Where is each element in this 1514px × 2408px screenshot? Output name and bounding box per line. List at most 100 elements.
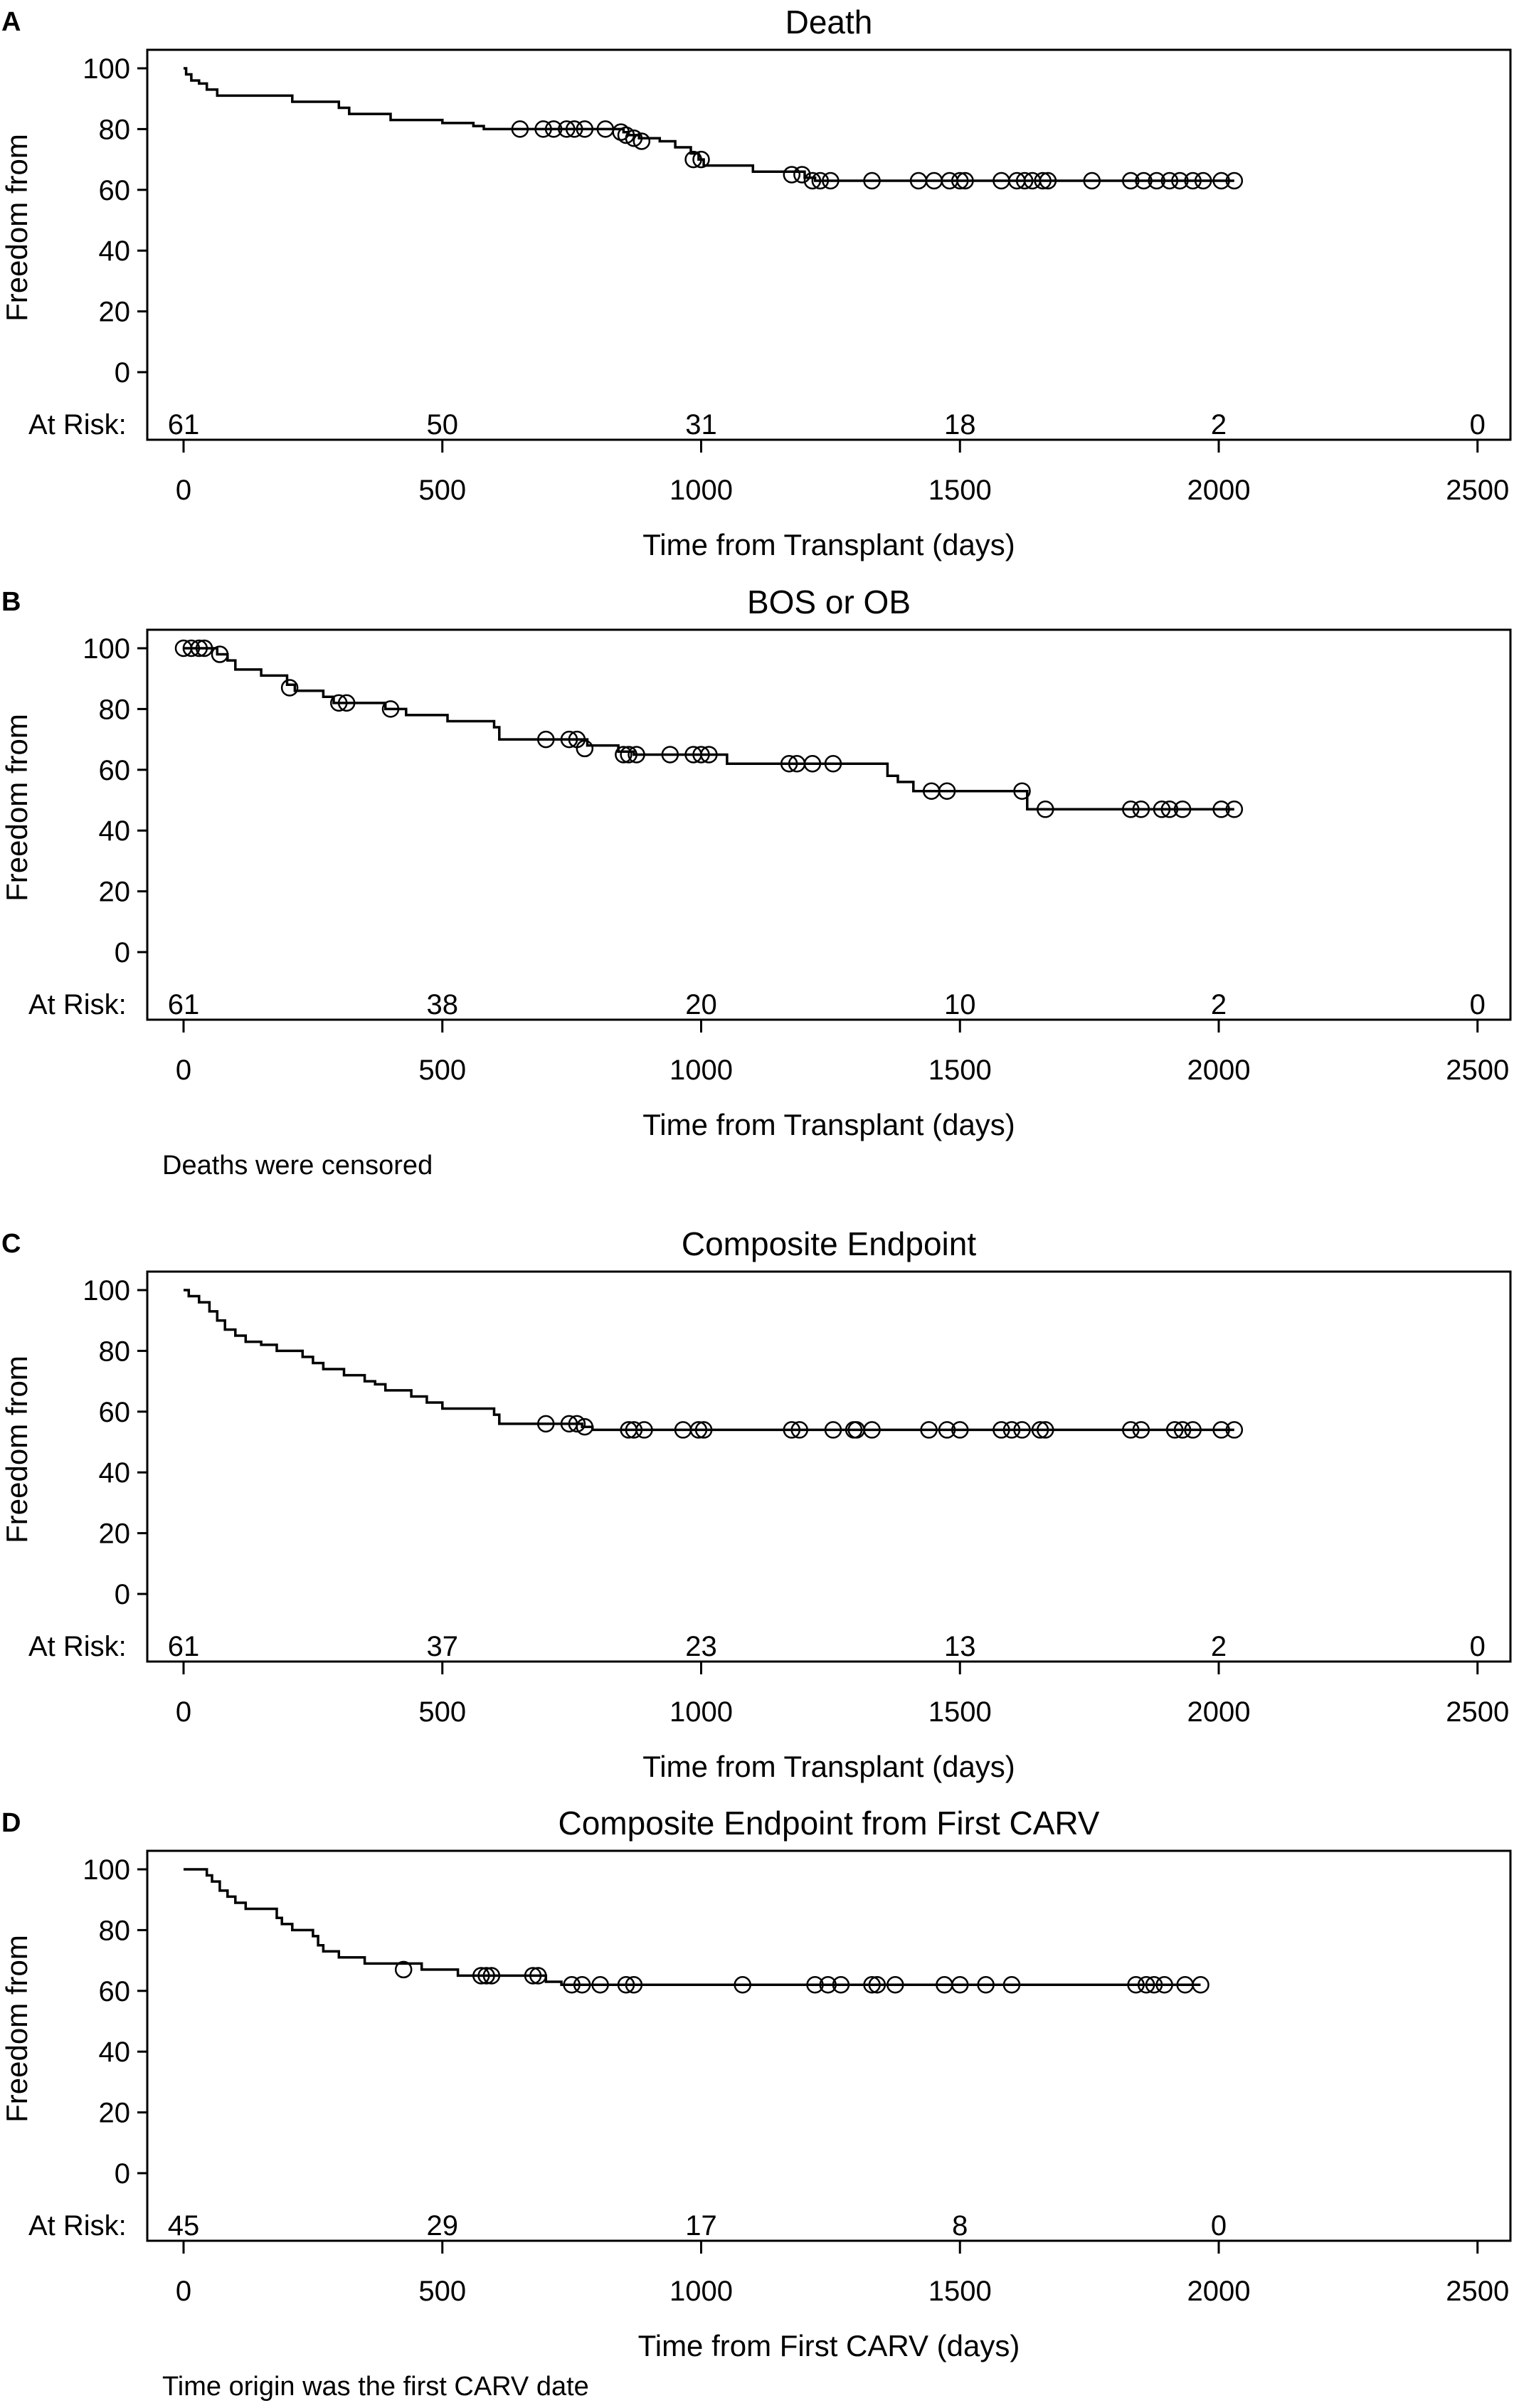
x-tick-label: 0: [176, 1696, 191, 1728]
censor-mark: [560, 730, 578, 749]
censor-mark: [1153, 801, 1171, 818]
plot-frame: [146, 48, 1512, 441]
censor-mark: [1173, 801, 1192, 818]
censor-mark: [1132, 1421, 1150, 1439]
survival-curve: [184, 647, 1234, 811]
censor-mark: [591, 1976, 609, 1994]
censor-mark: [625, 1421, 643, 1439]
x-axis-label: Time from Transplant (days): [642, 1108, 1015, 1141]
censor-mark: [573, 1976, 591, 1994]
censor-mark: [824, 1421, 842, 1439]
at-risk-label: At Risk:: [28, 989, 127, 1020]
panel-letter: C: [1, 1229, 21, 1259]
y-tick-label: 0: [115, 937, 130, 968]
at-risk-label: At Risk:: [28, 1631, 127, 1662]
at-risk-count: 18: [944, 409, 976, 440]
censor-mark: [1212, 1421, 1230, 1439]
censor-mark: [1225, 801, 1244, 818]
plot-frame: [146, 1849, 1512, 2242]
censor-mark: [576, 120, 594, 138]
y-tick-label: 40: [99, 236, 131, 267]
censor-mark: [534, 120, 552, 138]
y-tick-label: 0: [115, 357, 130, 389]
censor-mark: [951, 1976, 969, 1994]
chart-title: Death: [785, 4, 873, 41]
x-tick-label: 0: [176, 1055, 191, 1086]
censor-mark: [1122, 801, 1140, 818]
censor-mark: [628, 746, 645, 764]
censor-mark: [863, 1421, 881, 1439]
at-risk-count: 17: [685, 2210, 717, 2241]
y-tick-label: 20: [99, 1519, 131, 1550]
censor-mark: [822, 171, 840, 190]
y-tick-label: 20: [99, 297, 131, 328]
censor-mark: [694, 1421, 713, 1439]
at-risk-count: 2: [1211, 989, 1227, 1020]
at-risk-label: At Risk:: [28, 409, 127, 440]
censor-mark: [1127, 1976, 1145, 1994]
censor-mark: [381, 700, 400, 718]
y-tick-label: 60: [99, 1976, 131, 2007]
plot-frame: [146, 628, 1512, 1021]
y-tick-label: 80: [99, 1336, 131, 1367]
censor-mark: [1145, 1976, 1163, 1994]
at-risk-count: 2: [1211, 1631, 1227, 1662]
censor-mark: [1034, 171, 1052, 190]
y-tick-label: 80: [99, 694, 131, 725]
y-tick-label: 80: [99, 1915, 131, 1946]
x-tick-label: 1500: [928, 2276, 992, 2307]
censor-mark: [576, 1417, 594, 1436]
censor-mark: [1212, 171, 1230, 190]
at-risk-count: 13: [944, 1631, 976, 1662]
censor-mark: [1013, 782, 1031, 800]
plot-frame: [146, 1270, 1512, 1663]
censor-mark: [1135, 171, 1153, 190]
censor-mark: [337, 694, 356, 712]
y-axis-label: Freedom from: [0, 714, 33, 902]
censor-mark: [1037, 801, 1054, 818]
censor-mark: [472, 1967, 490, 1985]
censor-mark: [635, 1421, 653, 1439]
chart-title: Composite Endpoint from First CARV: [559, 1805, 1100, 1842]
x-tick-label: 500: [418, 2276, 466, 2307]
x-tick-label: 2000: [1187, 1055, 1251, 1086]
at-risk-label: At Risk:: [28, 2210, 127, 2241]
censor-mark: [1122, 171, 1140, 190]
censor-mark: [620, 746, 637, 764]
x-axis-label: Time from First CARV (days): [638, 2329, 1020, 2362]
at-risk-count: 20: [685, 989, 717, 1020]
y-tick-label: 20: [99, 877, 131, 908]
censor-mark: [951, 1421, 969, 1439]
x-tick-label: 0: [176, 475, 191, 506]
censor-mark: [625, 1976, 643, 1994]
censor-mark: [576, 739, 594, 758]
censor-mark: [617, 1976, 635, 1994]
censor-mark: [1148, 171, 1165, 190]
censor-mark: [1212, 801, 1230, 818]
y-tick-label: 40: [99, 815, 131, 847]
y-tick-label: 100: [83, 53, 130, 85]
censor-mark: [558, 120, 576, 138]
censor-mark: [868, 1976, 886, 1994]
x-tick-label: 1000: [669, 2276, 733, 2307]
censor-mark: [615, 746, 632, 764]
x-tick-label: 1500: [928, 1055, 992, 1086]
survival-curve: [184, 1289, 1234, 1432]
censor-mark: [1002, 1421, 1021, 1439]
at-risk-count: 23: [685, 1631, 717, 1662]
censor-mark: [793, 166, 811, 184]
y-tick-label: 100: [83, 1275, 130, 1306]
censor-mark: [482, 1967, 501, 1985]
censor-mark: [803, 755, 822, 773]
at-risk-count: 10: [944, 989, 976, 1020]
censor-mark: [863, 171, 881, 190]
censor-mark: [692, 746, 710, 764]
censor-mark: [568, 1415, 586, 1433]
censor-mark: [1122, 1421, 1140, 1439]
at-risk-count: 61: [168, 1631, 200, 1662]
y-tick-label: 0: [115, 1579, 130, 1610]
censor-mark: [1171, 171, 1189, 190]
censor-mark: [1037, 1421, 1054, 1439]
